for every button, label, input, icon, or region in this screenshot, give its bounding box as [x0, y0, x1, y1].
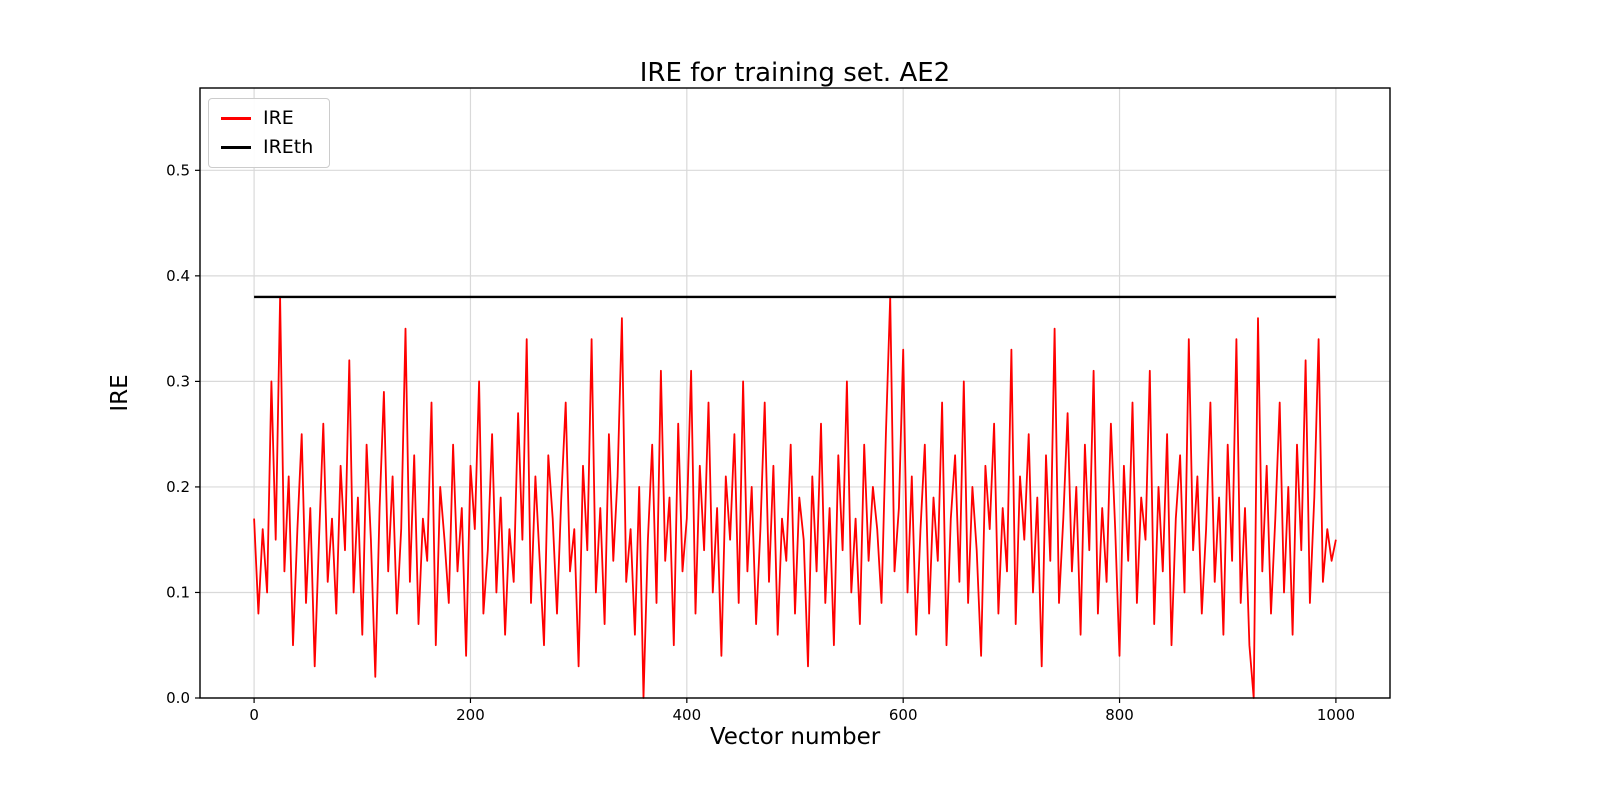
- y-tick-label: 0.3: [166, 372, 190, 390]
- x-tick-label: 800: [1105, 706, 1134, 724]
- legend-item-ireth: IREth: [221, 138, 313, 157]
- y-tick-label: 0.0: [166, 689, 190, 707]
- y-axis-label-text: IRE: [107, 374, 133, 412]
- legend-label-ireth: IREth: [263, 136, 314, 158]
- y-tick-label: 0.1: [166, 583, 190, 601]
- x-tick-label: 1000: [1317, 706, 1355, 724]
- y-tick-label: 0.5: [166, 161, 190, 179]
- legend: IRE IREth: [208, 98, 331, 168]
- chart-title: IRE for training set. AE2: [639, 58, 951, 88]
- x-tick-label: 400: [672, 706, 701, 724]
- ireth-line-swatch: [221, 146, 251, 149]
- ire-series-line: [253, 296, 1337, 699]
- x-axis-label: Vector number: [709, 724, 881, 750]
- ire-line-swatch: [221, 117, 251, 120]
- legend-item-ire: IRE: [221, 109, 313, 128]
- y-tick-label: 0.4: [166, 267, 190, 285]
- x-tick-label: 600: [889, 706, 918, 724]
- x-tick-label: 200: [456, 706, 485, 724]
- x-tick-label: 0: [249, 706, 259, 724]
- axes-frame: [199, 87, 1391, 699]
- y-tick-label: 0.2: [166, 478, 190, 496]
- legend-label-ire: IRE: [263, 107, 294, 129]
